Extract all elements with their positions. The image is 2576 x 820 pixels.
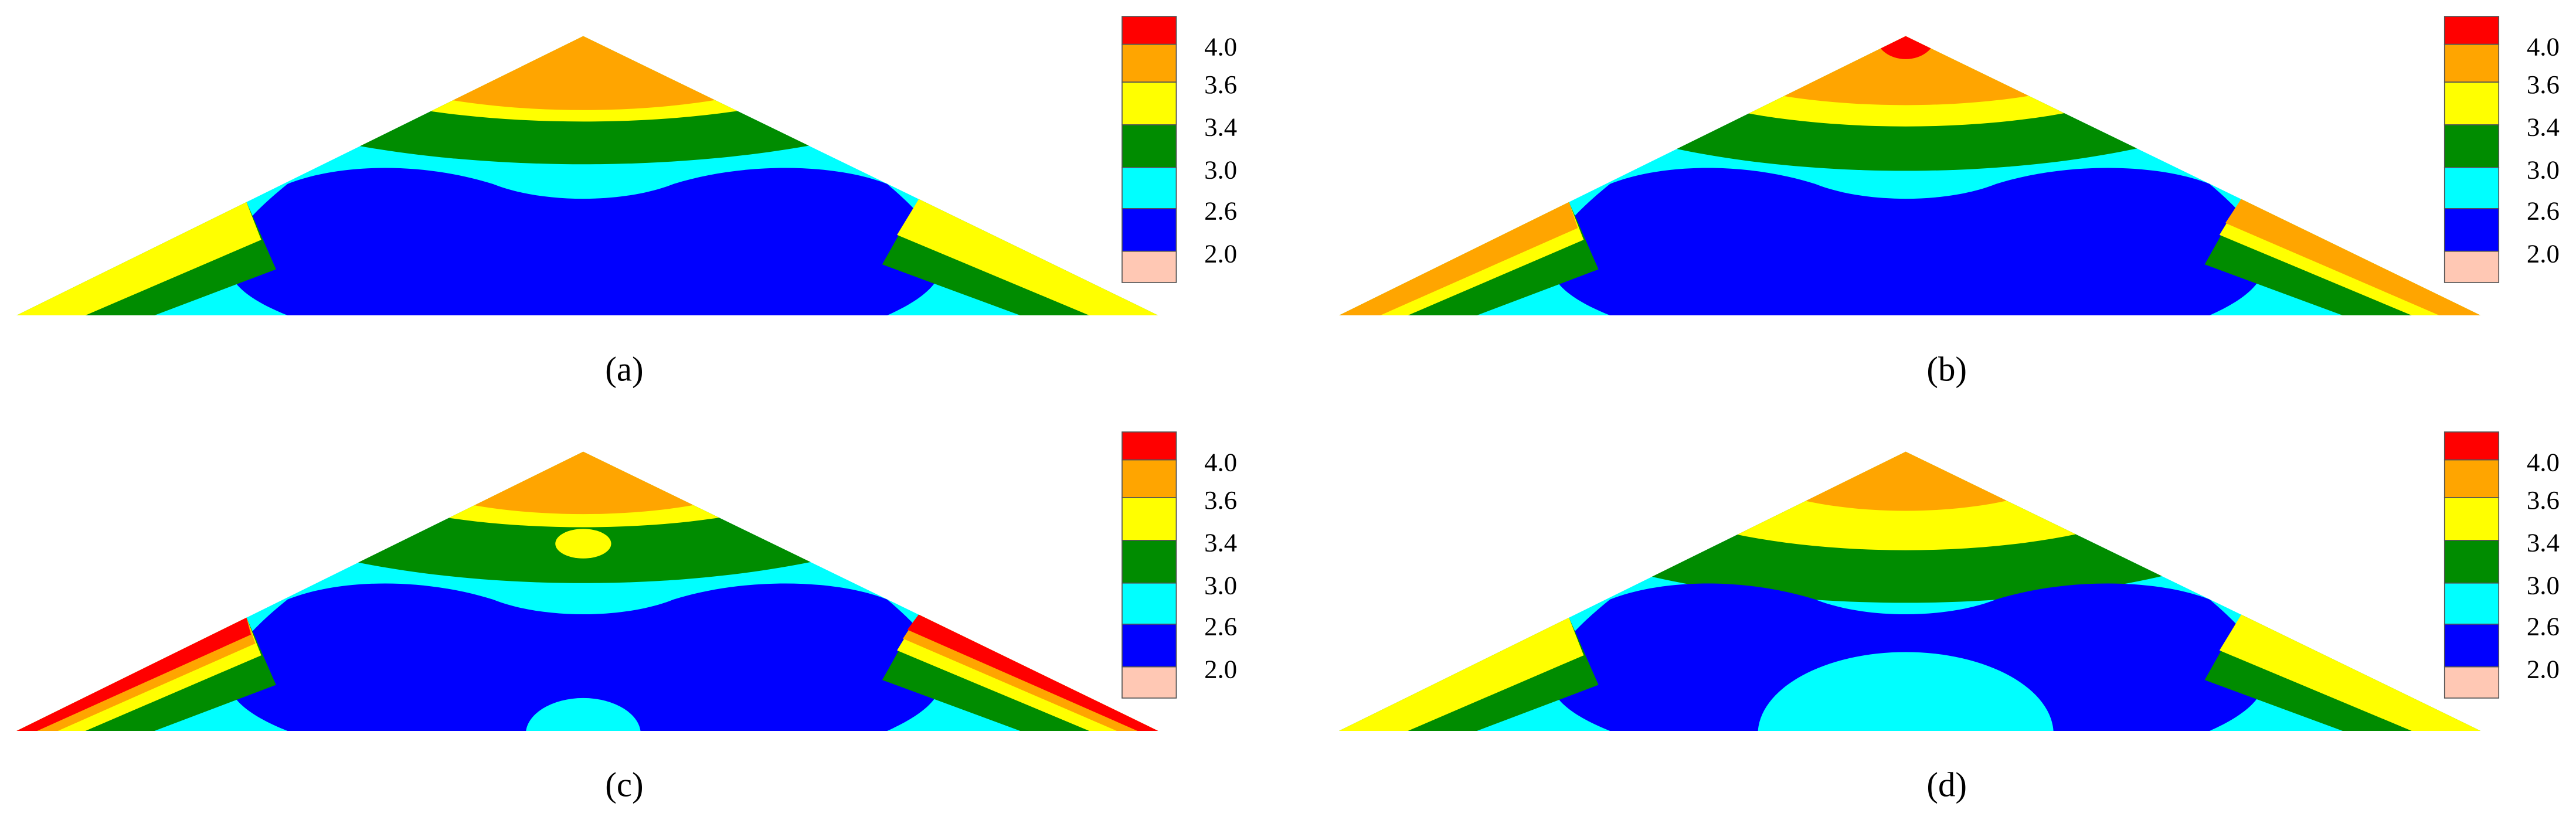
contour-plot (1338, 451, 2481, 731)
legend-swatch (2444, 623, 2500, 668)
legend-swatch (2444, 666, 2500, 699)
contour-region (1338, 617, 1584, 731)
panel-label: (c) (605, 766, 643, 804)
contour-region (2225, 197, 2481, 316)
legend-label: 4.0 (1204, 32, 1237, 61)
legend-label: 4.0 (1204, 447, 1237, 477)
contour-region (16, 202, 261, 316)
contour-region (2219, 613, 2481, 731)
contour-region (525, 697, 641, 731)
legend-swatch (1122, 666, 1177, 699)
panel: 4.0 3.6 3.4 3.0 2.6 2.0 (a) (16, 16, 1237, 389)
legend-label: 3.6 (1204, 485, 1237, 515)
legend-label: 3.4 (1204, 113, 1237, 142)
legend-swatch (2444, 208, 2500, 252)
legend-swatch (1122, 43, 1177, 83)
legend-label: 2.0 (2527, 654, 2560, 683)
legend-label: 3.6 (2527, 70, 2560, 99)
legend-swatch (1122, 431, 1177, 461)
panel: 4.0 3.6 3.4 3.0 2.6 2.0 (c) (16, 431, 1237, 804)
legend-swatch (1122, 459, 1177, 498)
legend-swatch (2444, 166, 2500, 209)
legend-swatch (2444, 540, 2500, 584)
contour-region (369, 451, 797, 515)
legend-label: 4.0 (2527, 447, 2560, 477)
legend-label: 2.0 (2527, 239, 2560, 268)
legend-label: 2.6 (1204, 196, 1237, 226)
legend-label: 3.4 (1204, 528, 1237, 557)
contour-plot (1338, 36, 2481, 316)
legend-swatch (2444, 582, 2500, 625)
legend-label: 2.0 (1204, 654, 1237, 683)
legend-swatch (1122, 81, 1177, 125)
legend-swatch (2444, 459, 2500, 498)
legend-label: 3.0 (1204, 155, 1237, 185)
legend-swatch (2444, 497, 2500, 541)
contour-region (227, 583, 943, 731)
contour-plot (16, 451, 1158, 731)
legend-label: 2.6 (2527, 196, 2560, 226)
legend-label: 3.0 (1204, 570, 1237, 600)
legend-label: 3.4 (2527, 528, 2560, 557)
legend-swatch (1122, 166, 1177, 209)
contour-region (1725, 451, 2086, 511)
legend-label: 3.6 (2527, 485, 2560, 515)
legend-swatch (2444, 124, 2500, 168)
legend-swatch (2444, 16, 2500, 45)
legend-swatch (2444, 250, 2500, 283)
legend-swatch (1122, 250, 1177, 283)
contour-region (1876, 36, 1936, 59)
legend-swatch (1122, 582, 1177, 625)
legend-label: 3.0 (2527, 570, 2560, 600)
legend-swatch (1122, 16, 1177, 45)
panel: 4.0 3.6 3.4 3.0 2.6 2.0 (b) (1338, 16, 2560, 389)
contour-region (1758, 652, 2054, 731)
legend-swatch (1122, 208, 1177, 252)
legend-swatch (2444, 81, 2500, 125)
contour-region (897, 197, 1158, 316)
contour-region (320, 36, 847, 110)
legend-swatch (2444, 43, 2500, 83)
legend-label: 2.6 (1204, 612, 1237, 641)
legend-label: 3.4 (2527, 113, 2560, 142)
legend-label: 3.0 (2527, 155, 2560, 185)
contour-region (555, 529, 611, 559)
legend-label: 4.0 (2527, 32, 2560, 61)
panel-label: (b) (1926, 351, 1967, 389)
legend-label: 3.6 (1204, 70, 1237, 99)
legend-swatch (1122, 540, 1177, 584)
legend-swatch (1122, 124, 1177, 168)
contour-region (907, 613, 1158, 731)
contour-region (16, 617, 251, 731)
legend-swatch (1122, 497, 1177, 541)
contour-region (1550, 168, 2265, 316)
contour-region (227, 168, 943, 316)
legend-swatch (1122, 623, 1177, 668)
legend-label: 2.6 (2527, 612, 2560, 641)
panel-label: (a) (605, 351, 643, 389)
legend-label: 2.0 (1204, 239, 1237, 268)
panel-label: (d) (1926, 766, 1967, 804)
legend-swatch (2444, 431, 2500, 461)
contour-region (1338, 202, 1578, 316)
contour-plot (16, 36, 1158, 316)
